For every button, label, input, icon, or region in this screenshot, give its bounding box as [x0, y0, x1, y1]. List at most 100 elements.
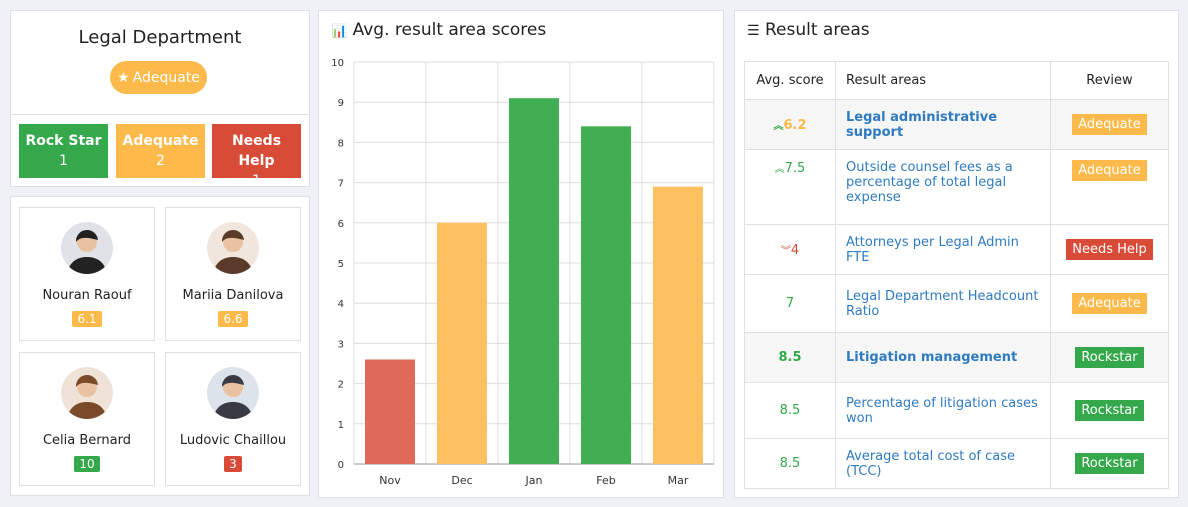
table-row: 7 Legal Department Headcount Ratio Adequ… [744, 274, 1169, 333]
review-badge: Rockstar [1075, 453, 1144, 474]
header-review: Review [1050, 61, 1169, 100]
result-area-link[interactable]: Outside counsel fees as a percentage of … [846, 160, 1013, 205]
count-label: Adequate [122, 133, 199, 149]
person-score: 3 [224, 456, 242, 472]
person-score: 6.6 [218, 311, 248, 327]
result-area-cell: Percentage of litigation cases won [835, 382, 1051, 439]
chevrons-down-icon: ︾ [780, 245, 791, 257]
score-value: 8.5 [778, 350, 802, 365]
result-area-link[interactable]: Legal administrative support [846, 109, 998, 140]
x-tick-label: Feb [596, 474, 615, 487]
x-tick-label: Nov [379, 474, 401, 487]
avg-score-cell: 7 [744, 274, 836, 333]
sliders-icon: ☰ [747, 23, 760, 39]
y-tick-label: 10 [331, 58, 344, 69]
score-value: 7.5 [784, 161, 806, 176]
avatar [61, 367, 113, 419]
chart-panel: 📊 Avg. result area scores 0 1 2 3 4 5 6 7 8 9 10 No… [318, 10, 724, 498]
table-row: ︾4 Attorneys per Legal Admin FTE Needs H… [744, 224, 1169, 275]
score-value: 8.5 [779, 403, 801, 418]
count-value: 1 [252, 173, 261, 189]
bar-feb [581, 126, 631, 464]
person-score: 6.1 [72, 311, 102, 327]
result-area-link[interactable]: Attorneys per Legal Admin FTE [846, 234, 1019, 265]
review-cell: Rockstar [1050, 332, 1169, 383]
score-value: 7 [785, 296, 795, 311]
result-area-cell: Litigation management [835, 332, 1051, 383]
table-row: 8.5 Litigation management Rockstar [744, 332, 1169, 383]
result-area-cell: Legal administrative support [835, 99, 1051, 150]
chevrons-up-icon: ︽ [773, 120, 784, 132]
person-name: Celia Bernard [42, 433, 131, 448]
person-card[interactable]: Nouran Raouf 6.1 [19, 207, 155, 341]
table-row: 8.5 Average total cost of case (TCC) Roc… [744, 438, 1169, 489]
y-tick-label: 9 [338, 98, 344, 109]
review-cell: Needs Help [1050, 224, 1169, 275]
header-avg-score: Avg. score [744, 61, 836, 100]
review-cell: Adequate [1050, 99, 1169, 150]
chevrons-up-icon: ︽ [774, 164, 785, 175]
review-cell: Adequate [1050, 274, 1169, 333]
result-areas-table: Avg. score Result areas Review ︽6.2 Lega… [744, 61, 1169, 489]
result-area-cell: Legal Department Headcount Ratio [835, 274, 1051, 333]
y-tick-label: 0 [338, 460, 344, 471]
result-area-cell: Attorneys per Legal Admin FTE [835, 224, 1051, 275]
person-name: Mariia Danilova [182, 288, 284, 303]
count-label: Needs Help [231, 133, 282, 169]
x-tick-label: Jan [525, 474, 543, 487]
review-cell: Adequate [1050, 149, 1169, 225]
chart-title: 📊 Avg. result area scores [331, 20, 547, 40]
score-value: 6.2 [783, 117, 807, 133]
result-area-link[interactable]: Litigation management [846, 350, 1018, 365]
bar-mar [653, 186, 703, 464]
result-area-link[interactable]: Percentage of litigation cases won [846, 395, 1038, 426]
table-row: ︽6.2 Legal administrative support Adequa… [744, 99, 1169, 150]
review-badge: Rockstar [1075, 347, 1144, 368]
department-rating-badge: ★ Adequate [110, 61, 207, 94]
adequate-count[interactable]: Adequate 2 [116, 124, 205, 178]
result-area-link[interactable]: Average total cost of case (TCC) [846, 448, 1016, 479]
score-value: 8.5 [779, 456, 801, 471]
y-tick-label: 1 [338, 420, 344, 431]
result-area-cell: Average total cost of case (TCC) [835, 438, 1051, 489]
count-value: 2 [156, 153, 165, 169]
star-icon: ★ [117, 69, 130, 86]
avatar [61, 222, 113, 274]
person-name: Ludovic Chaillou [179, 433, 287, 448]
department-title: Legal Department [78, 27, 242, 48]
review-cell: Rockstar [1050, 382, 1169, 439]
people-panel: Nouran Raouf 6.1 Mariia Danilova 6.6 Cel… [10, 196, 310, 496]
y-tick-label: 8 [338, 138, 344, 149]
avatar [207, 367, 259, 419]
person-name: Nouran Raouf [42, 288, 132, 303]
y-tick-label: 5 [338, 259, 344, 270]
needs-help-count[interactable]: Needs Help 1 [212, 124, 301, 189]
y-tick-label: 7 [338, 179, 344, 190]
score-value: 4 [790, 242, 800, 258]
avg-score-cell: ︽6.2 [744, 99, 836, 150]
result-areas-panel: ☰ Result areas Avg. score Result areas R… [734, 10, 1179, 498]
avatar [207, 222, 259, 274]
result-area-cell: Outside counsel fees as a percentage of … [835, 149, 1051, 225]
y-tick-label: 2 [338, 380, 344, 391]
bar-jan [509, 98, 559, 465]
person-card[interactable]: Celia Bernard 10 [19, 352, 155, 486]
avg-score-cell: ︽7.5 [744, 149, 836, 225]
department-summary-panel: Legal Department ★ Adequate Rock Star 1 Ad… [10, 10, 310, 189]
divider [11, 114, 309, 115]
person-card[interactable]: Mariia Danilova 6.6 [165, 207, 301, 341]
person-score: 10 [74, 456, 100, 472]
result-areas-title: ☰ Result areas [747, 20, 870, 40]
bar-chart: 0 1 2 3 4 5 6 7 8 9 10 Nov Dec Jan Feb Mar [331, 58, 715, 487]
person-card[interactable]: Ludovic Chaillou 3 [165, 352, 301, 486]
avg-score-cell: ︾4 [744, 224, 836, 275]
review-badge: Adequate [1072, 114, 1147, 135]
count-value: 1 [59, 153, 68, 169]
result-area-link[interactable]: Legal Department Headcount Ratio [846, 288, 1039, 319]
y-tick-label: 6 [338, 219, 344, 230]
bar-chart-icon: 📊 [331, 24, 348, 39]
rock-star-count[interactable]: Rock Star 1 [19, 124, 108, 178]
bar-dec [437, 222, 487, 464]
review-badge: Needs Help [1066, 239, 1153, 260]
avg-score-cell: 8.5 [744, 438, 836, 489]
